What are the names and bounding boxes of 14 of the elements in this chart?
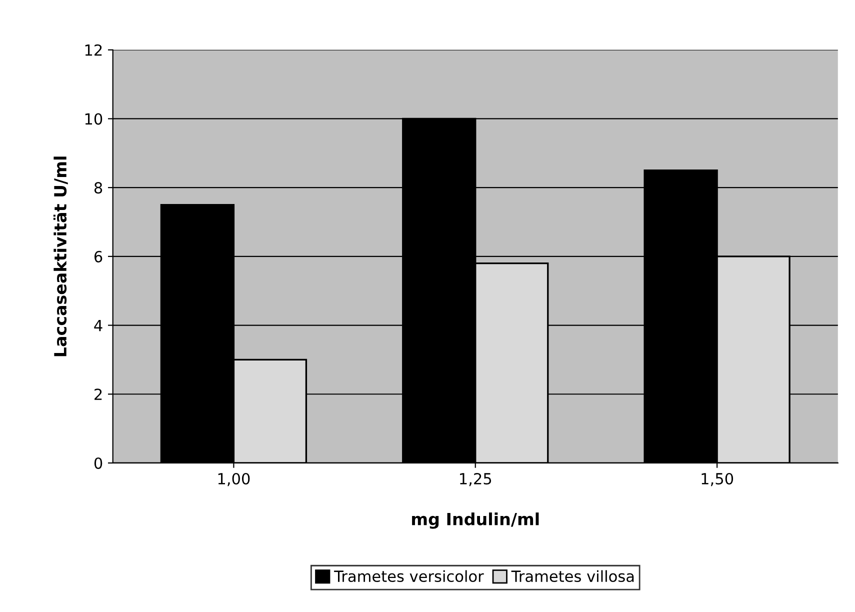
y-tick-label: 10 xyxy=(85,113,102,125)
y-tick-label: 8 xyxy=(94,182,102,194)
y-tick-label: 4 xyxy=(94,320,102,332)
y-tick-label: 0 xyxy=(94,457,102,469)
y-tick-label: 12 xyxy=(85,44,102,56)
x-tick-label: 1,00 xyxy=(218,472,250,486)
y-tick-label: 2 xyxy=(94,388,102,400)
legend-label: Trametes villosa xyxy=(511,570,634,582)
x-axis-title: mg Indulin/ml xyxy=(412,512,539,529)
y-tick-label: 6 xyxy=(94,250,102,262)
x-tick-label: 1,25 xyxy=(460,472,492,486)
y-axis-title: Laccaseaktivität U/ml xyxy=(53,156,68,356)
x-tick-label: 1,50 xyxy=(702,472,734,486)
legend-label: Trametes versicolor xyxy=(334,570,484,582)
